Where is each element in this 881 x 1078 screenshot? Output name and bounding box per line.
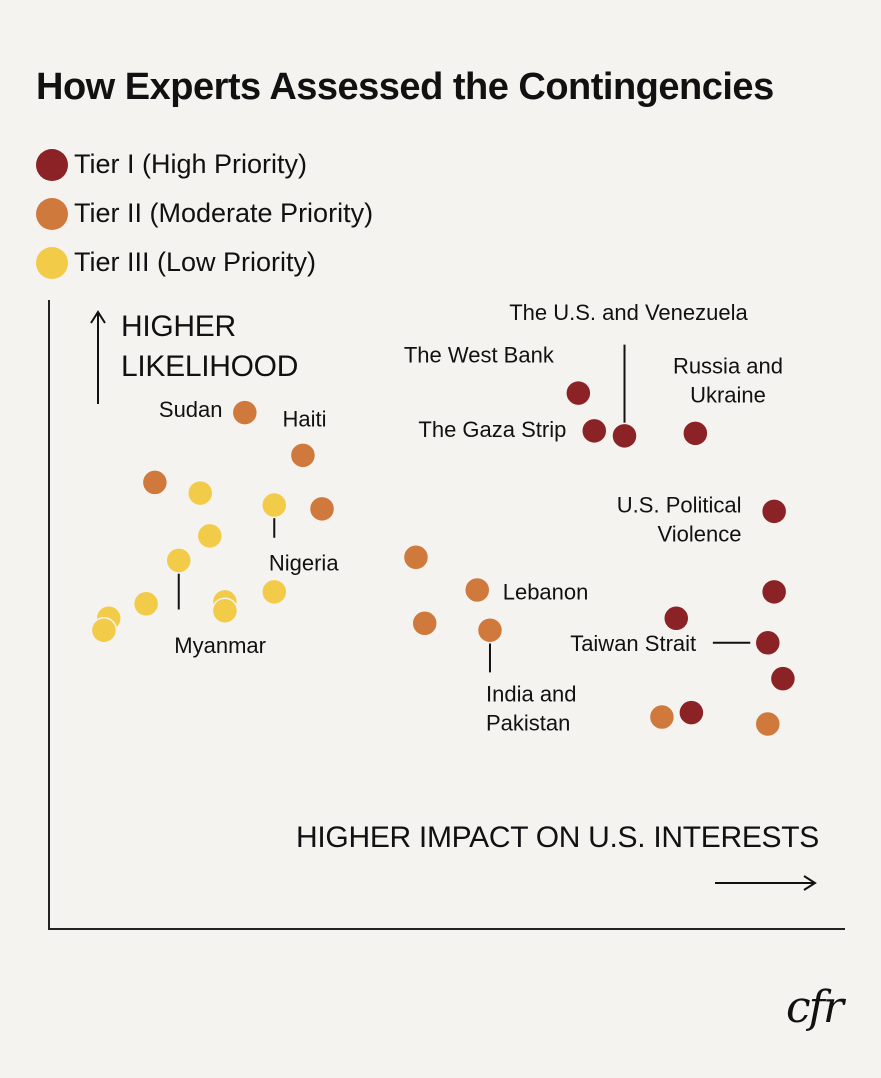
x-axis-label: HIGHER IMPACT ON U.S. INTERESTS [296,821,819,854]
data-point-tier-2-9 [648,703,676,731]
label-line: Haiti [283,406,327,431]
cfr-logo: cfr [786,982,844,1033]
data-point-tier-2-2 [289,442,317,469]
label-myanmar: Myanmar [174,633,266,658]
data-point-tier-3-8 [211,597,239,624]
label-line: Pakistan [486,710,570,735]
data-point-tier-3-10 [90,616,118,644]
legend: Tier I (High Priority) Tier II (Moderate … [36,140,373,287]
legend-item-tier-ii-moderate-priority: Tier II (Moderate Priority) [36,189,373,238]
data-point-tier-1-10 [678,699,705,726]
data-point-tier-3-1 [186,479,214,507]
label-line: Lebanon [503,579,589,604]
data-point-tier-1-7 [662,605,690,632]
legend-label: Tier II (Moderate Priority) [74,198,374,228]
legend-swatch [36,197,68,230]
y-axis-label-line-1: HIGHER [121,310,236,343]
data-point-tier-1-2 [581,417,608,445]
data-point-tier-1-9 [769,665,797,692]
annotation-labels: The U.S. and Venezuela The West Bank Russi… [159,300,783,735]
data-point-tier-1-4 [682,420,709,447]
data-point-tier-3-3 [196,522,224,550]
legend-item-tier-iii-low-priority: Tier III (Low Priority) [36,238,373,287]
legend-label: Tier I (High Priority) [74,149,308,179]
label-taiwan-strait: Taiwan Strait [570,631,696,656]
label-line: The U.S. and Venezuela [509,300,748,325]
label-line: Ukraine [690,383,766,408]
label-line: India and [486,681,577,706]
y-axis-arrow-head [90,310,106,324]
legend-item-tier-i-high-priority: Tier I (High Priority) [36,140,373,189]
label-u-s-political-violence: U.S. Political Violence [617,493,742,547]
data-point-tier-1-8 [754,629,782,657]
data-point-tier-2-1 [231,399,259,426]
label-the-west-bank: The West Bank [404,342,555,367]
label-haiti: Haiti [283,406,327,431]
label-line: Myanmar [174,633,266,658]
label-line: The Gaza Strip [418,417,566,442]
data-point-tier-2-10 [754,710,782,738]
label-line: Taiwan Strait [570,631,696,656]
legend-swatch [36,148,68,181]
label-india-and-pakistan: India and Pakistan [486,681,577,735]
data-point-tier-2-6 [463,576,491,604]
x-axis-arrow-head [803,875,817,891]
data-point-tier-1-5 [760,498,788,525]
label-line: Violence [658,522,742,547]
y-axis-label-line-2: LIKELIHOOD [121,350,298,383]
data-point-tier-2-3 [141,469,169,496]
data-point-tier-3-2 [261,491,288,519]
data-point-tier-2-7 [411,610,438,637]
label-sudan: Sudan [159,397,223,422]
data-point-tier-1-3 [611,422,638,450]
label-line: Russia and [673,354,783,379]
data-point-tier-2-4 [308,495,336,523]
legend-swatch [36,246,68,279]
label-line: U.S. Political [617,493,742,518]
data-point-tier-2-8 [476,616,504,644]
data-point-tier-1-6 [760,578,788,606]
annotation-leader-lines [177,344,751,673]
chart-title: How Experts Assessed the Contingencies [36,66,774,108]
x-axis-label-group: HIGHER IMPACT ON U.S. INTERESTS [296,821,819,891]
data-point-tier-1-1 [565,379,592,407]
label-line: Sudan [159,397,223,422]
axes [48,300,845,930]
label-line: The West Bank [404,342,555,367]
label-russia-and-ukraine: Russia and Ukraine [673,354,783,408]
data-point-tier-3-4 [165,547,192,574]
label-line: Nigeria [269,550,339,575]
y-axis-label-group: HIGHER LIKELIHOOD [90,310,298,404]
label-lebanon: Lebanon [503,579,589,604]
legend-label: Tier III (Low Priority) [74,247,317,277]
label-the-gaza-strip: The Gaza Strip [418,417,566,442]
data-point-tier-3-6 [132,590,160,618]
data-point-tier-3-5 [261,578,288,606]
label-nigeria: Nigeria [269,550,339,575]
label-the-u-s-and-venezuela: The U.S. and Venezuela [509,300,748,325]
data-point-tier-2-5 [402,544,430,571]
data-points [90,379,797,738]
